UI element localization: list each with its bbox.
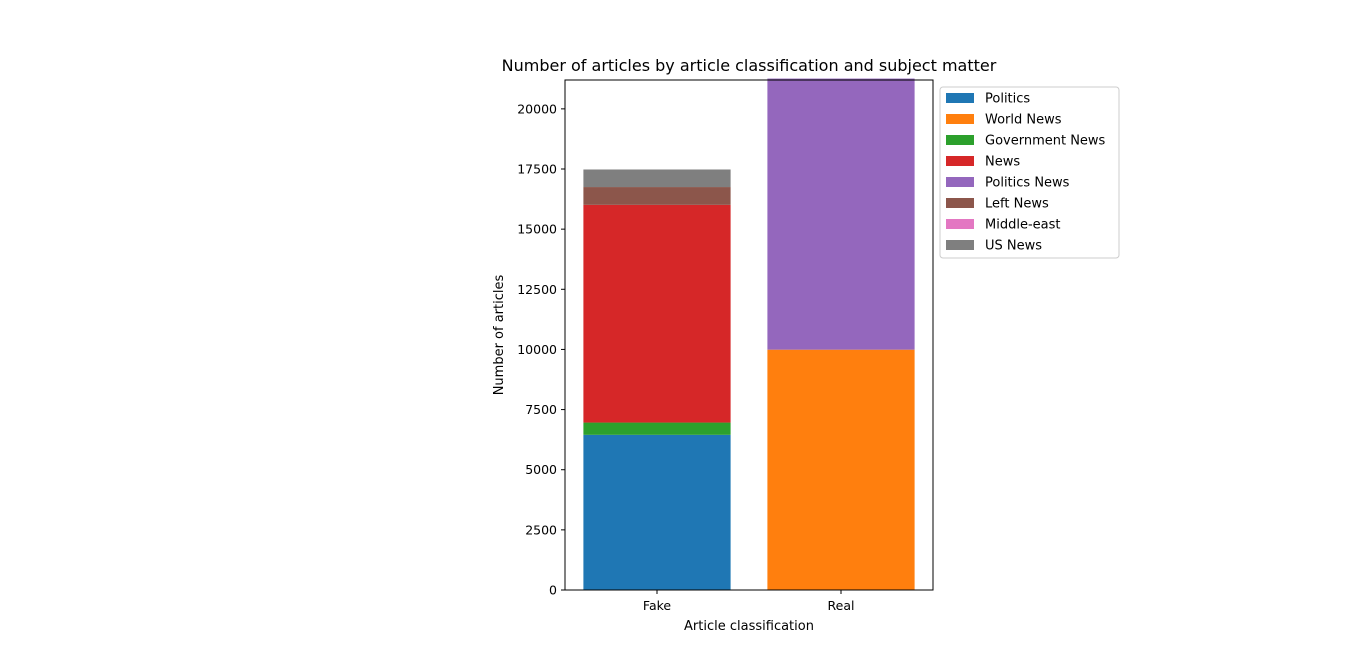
chart-title: Number of articles by article classifica…	[502, 56, 997, 75]
legend-entry: News	[985, 155, 1020, 170]
bar-fake-left-news	[583, 187, 731, 205]
legend-swatch	[946, 114, 974, 124]
bar-fake-news	[583, 204, 731, 423]
y-tick-label: 20000	[517, 101, 557, 116]
legend-swatch	[946, 198, 974, 208]
legend-swatch	[946, 93, 974, 103]
y-axis: 0 2500 5000 7500 10000 12500 15000 17500 20000	[517, 101, 565, 598]
x-axis: Fake Real	[643, 590, 855, 613]
legend-swatch	[946, 156, 974, 166]
legend-entry: World News	[985, 113, 1062, 128]
legend-entry: Politics	[985, 92, 1030, 107]
plot-frame	[564, 79, 934, 591]
y-tick-label: 2500	[525, 522, 557, 537]
legend-swatch	[946, 177, 974, 187]
x-tick-label: Real	[828, 598, 855, 613]
legend: Politics World News Government News News Pol…	[939, 86, 1120, 259]
bar-fake-politics	[583, 434, 731, 590]
y-tick-label: 7500	[525, 402, 557, 417]
y-tick-label: 5000	[525, 462, 557, 477]
y-axis-label: Number of articles	[492, 274, 507, 395]
legend-frame	[939, 86, 1120, 259]
legend-entry: US News	[985, 239, 1042, 254]
bar-real-world-news	[767, 349, 915, 590]
y-tick-label: 10000	[517, 342, 557, 357]
y-tick-label: 0	[549, 583, 557, 598]
bar-fake-us-news	[583, 169, 731, 188]
x-tick-label: Fake	[643, 598, 671, 613]
legend-swatch	[946, 135, 974, 145]
y-tick-label: 15000	[517, 222, 557, 237]
y-tick-label: 17500	[517, 162, 557, 177]
y-tick-label: 12500	[517, 282, 557, 297]
legend-entry: Politics News	[985, 176, 1070, 191]
legend-entry: Middle-east	[985, 218, 1060, 233]
x-axis-label: Article classification	[684, 619, 814, 634]
legend-swatch	[946, 240, 974, 250]
bar-fake-government-news	[583, 422, 731, 435]
legend-entry: Left News	[985, 197, 1049, 212]
legend-swatch	[946, 219, 974, 229]
bars-group	[583, 78, 915, 590]
legend-entry: Government News	[985, 134, 1106, 149]
bar-real-politics-news	[767, 78, 915, 350]
